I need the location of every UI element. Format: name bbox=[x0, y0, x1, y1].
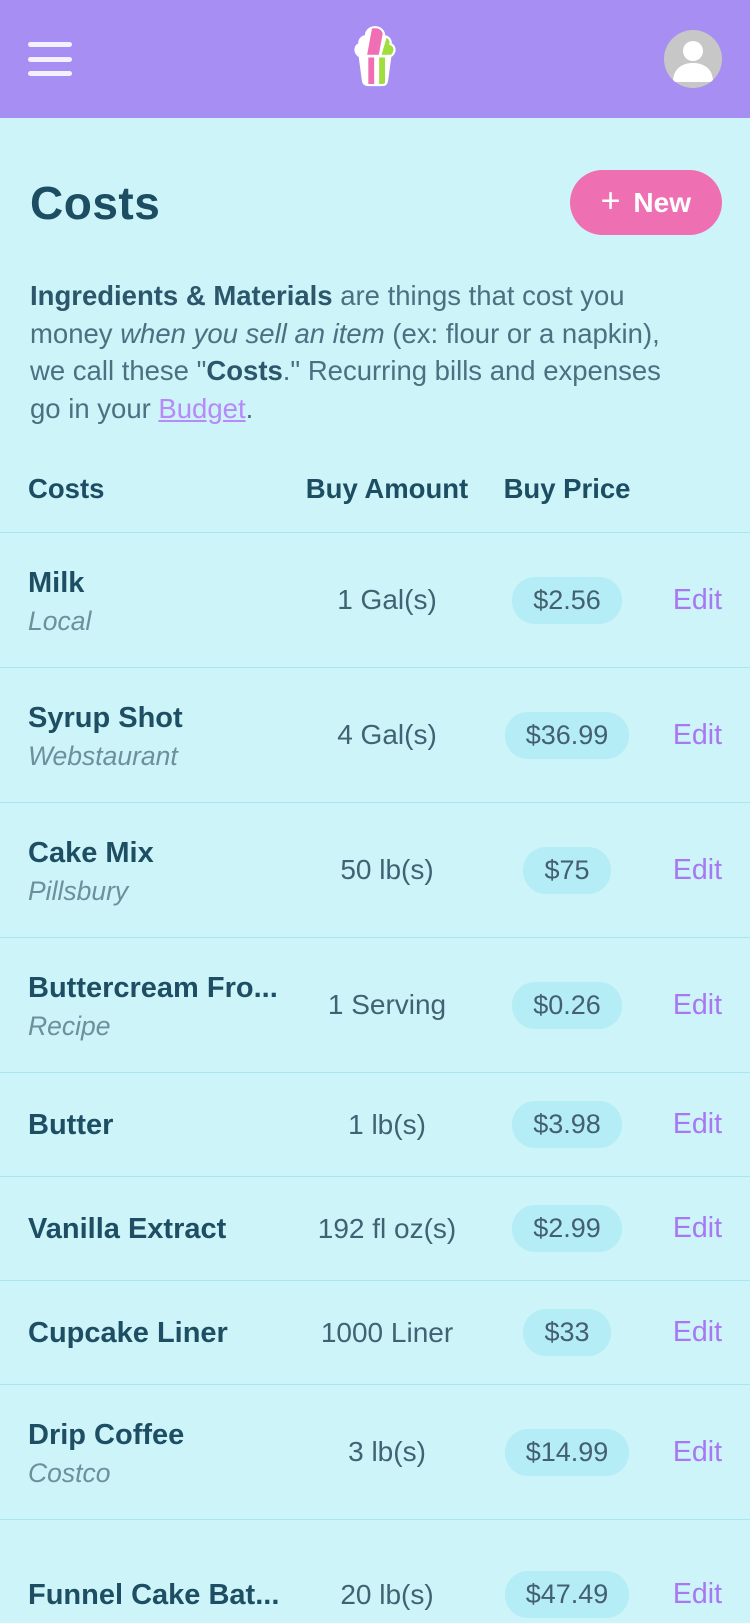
edit-link[interactable]: Edit bbox=[672, 1108, 722, 1140]
costs-table-body: Milk Local 1 Gal(s) $2.56 Edit Syrup Shot Webs… bbox=[0, 532, 750, 1623]
item-name: Vanilla Extract bbox=[28, 1212, 227, 1245]
item-buy-amount: 1 lb(s) bbox=[348, 1108, 426, 1140]
item-buy-price-pill: $33 bbox=[523, 1309, 611, 1356]
intro-italic: when you sell an item bbox=[120, 317, 385, 349]
item-buy-amount: 1000 Liner bbox=[320, 1316, 454, 1348]
page-title: Costs bbox=[30, 176, 161, 229]
item-name: Butter bbox=[28, 1108, 114, 1141]
item-buy-amount: 4 Gal(s) bbox=[337, 719, 437, 750]
table-row: Syrup Shot Webstaurant 4 Gal(s) $36.99 Edit bbox=[0, 667, 750, 802]
table-row: Milk Local 1 Gal(s) $2.56 Edit bbox=[0, 532, 750, 667]
table-row: Cupcake Liner 1000 Liner $33 Edit bbox=[0, 1280, 750, 1384]
item-vendor: Recipe bbox=[28, 1010, 111, 1041]
intro-bold-costs: Costs bbox=[206, 355, 283, 386]
item-name: Drip Coffee bbox=[28, 1418, 185, 1451]
item-name: Syrup Shot bbox=[28, 701, 183, 734]
item-buy-amount: 20 lb(s) bbox=[340, 1578, 434, 1610]
table-row: Cake Mix Pillsbury 50 lb(s) $75 Edit bbox=[0, 802, 750, 937]
user-avatar[interactable] bbox=[664, 30, 722, 88]
intro-bold-ingredients: Ingredients & Materials bbox=[30, 280, 333, 311]
edit-link[interactable]: Edit bbox=[672, 718, 722, 751]
table-header: Costs Buy Amount Buy Price bbox=[0, 473, 750, 532]
edit-link[interactable]: Edit bbox=[672, 1212, 722, 1244]
edit-link[interactable]: Edit bbox=[672, 988, 722, 1021]
table-row: Funnel Cake Bat... 20 lb(s) $47.49 Edit bbox=[0, 1519, 750, 1623]
item-name: Buttercream Fro... bbox=[28, 971, 278, 1004]
cupcake-logo bbox=[350, 26, 400, 93]
budget-link[interactable]: Budget bbox=[158, 392, 246, 424]
item-buy-amount: 1 Serving bbox=[327, 989, 447, 1020]
item-buy-amount: 192 fl oz(s) bbox=[317, 1212, 457, 1244]
edit-link[interactable]: Edit bbox=[672, 583, 722, 616]
table-row: Buttercream Fro... Recipe 1 Serving $0.26 Ed… bbox=[0, 937, 750, 1072]
column-header-buy-price: Buy Price bbox=[503, 473, 631, 504]
item-buy-price-pill: $14.99 bbox=[504, 1428, 630, 1476]
column-header-buy-amount: Buy Amount bbox=[305, 473, 469, 504]
item-name: Cake Mix bbox=[28, 836, 154, 869]
item-vendor: Pillsbury bbox=[28, 875, 129, 906]
item-buy-price-pill: $2.56 bbox=[512, 576, 622, 624]
hamburger-menu-icon[interactable] bbox=[28, 42, 72, 76]
item-name: Funnel Cake Bat... bbox=[28, 1578, 280, 1611]
top-navigation-bar bbox=[0, 0, 750, 118]
new-button-label: New bbox=[633, 186, 691, 218]
edit-link[interactable]: Edit bbox=[672, 1316, 722, 1348]
item-buy-price-pill: $47.49 bbox=[504, 1571, 630, 1618]
item-name: Milk bbox=[28, 566, 85, 599]
intro-text: Ingredients & Materials are things that … bbox=[30, 280, 669, 424]
table-row: Drip Coffee Costco 3 lb(s) $14.99 Edit bbox=[0, 1384, 750, 1519]
item-buy-price-pill: $36.99 bbox=[504, 711, 630, 759]
column-header-costs: Costs bbox=[28, 473, 105, 504]
item-buy-amount: 3 lb(s) bbox=[348, 1436, 426, 1467]
table-row: Vanilla Extract 192 fl oz(s) $2.99 Edit bbox=[0, 1176, 750, 1280]
item-vendor: Local bbox=[28, 605, 92, 636]
item-buy-price-pill: $75 bbox=[523, 846, 611, 894]
item-vendor: Costco bbox=[28, 1457, 111, 1488]
item-buy-amount: 50 lb(s) bbox=[340, 854, 434, 885]
plus-icon: + bbox=[600, 182, 621, 220]
edit-link[interactable]: Edit bbox=[672, 1435, 722, 1468]
item-buy-price-pill: $2.99 bbox=[512, 1205, 622, 1252]
item-buy-price-pill: $0.26 bbox=[512, 981, 622, 1029]
edit-link[interactable]: Edit bbox=[672, 853, 722, 886]
edit-link[interactable]: Edit bbox=[672, 1578, 722, 1610]
item-name: Cupcake Liner bbox=[28, 1316, 228, 1349]
new-cost-button[interactable]: + New bbox=[569, 170, 722, 235]
item-vendor: Webstaurant bbox=[28, 740, 178, 771]
item-buy-amount: 1 Gal(s) bbox=[337, 584, 437, 615]
table-row: Butter 1 lb(s) $3.98 Edit bbox=[0, 1072, 750, 1176]
item-buy-price-pill: $3.98 bbox=[512, 1101, 622, 1148]
